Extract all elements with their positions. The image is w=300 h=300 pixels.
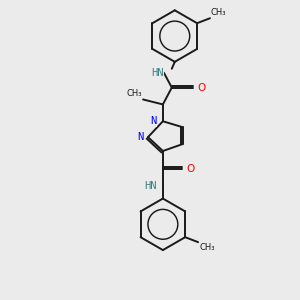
Text: O: O [198, 82, 206, 93]
Text: HN: HN [152, 68, 164, 78]
Text: CH₃: CH₃ [211, 8, 226, 17]
Text: CH₃: CH₃ [199, 243, 214, 252]
Text: N: N [137, 132, 143, 142]
Text: HN: HN [144, 181, 157, 191]
Text: CH₃: CH₃ [127, 89, 142, 98]
Text: N: N [151, 116, 157, 126]
Text: O: O [187, 164, 195, 174]
